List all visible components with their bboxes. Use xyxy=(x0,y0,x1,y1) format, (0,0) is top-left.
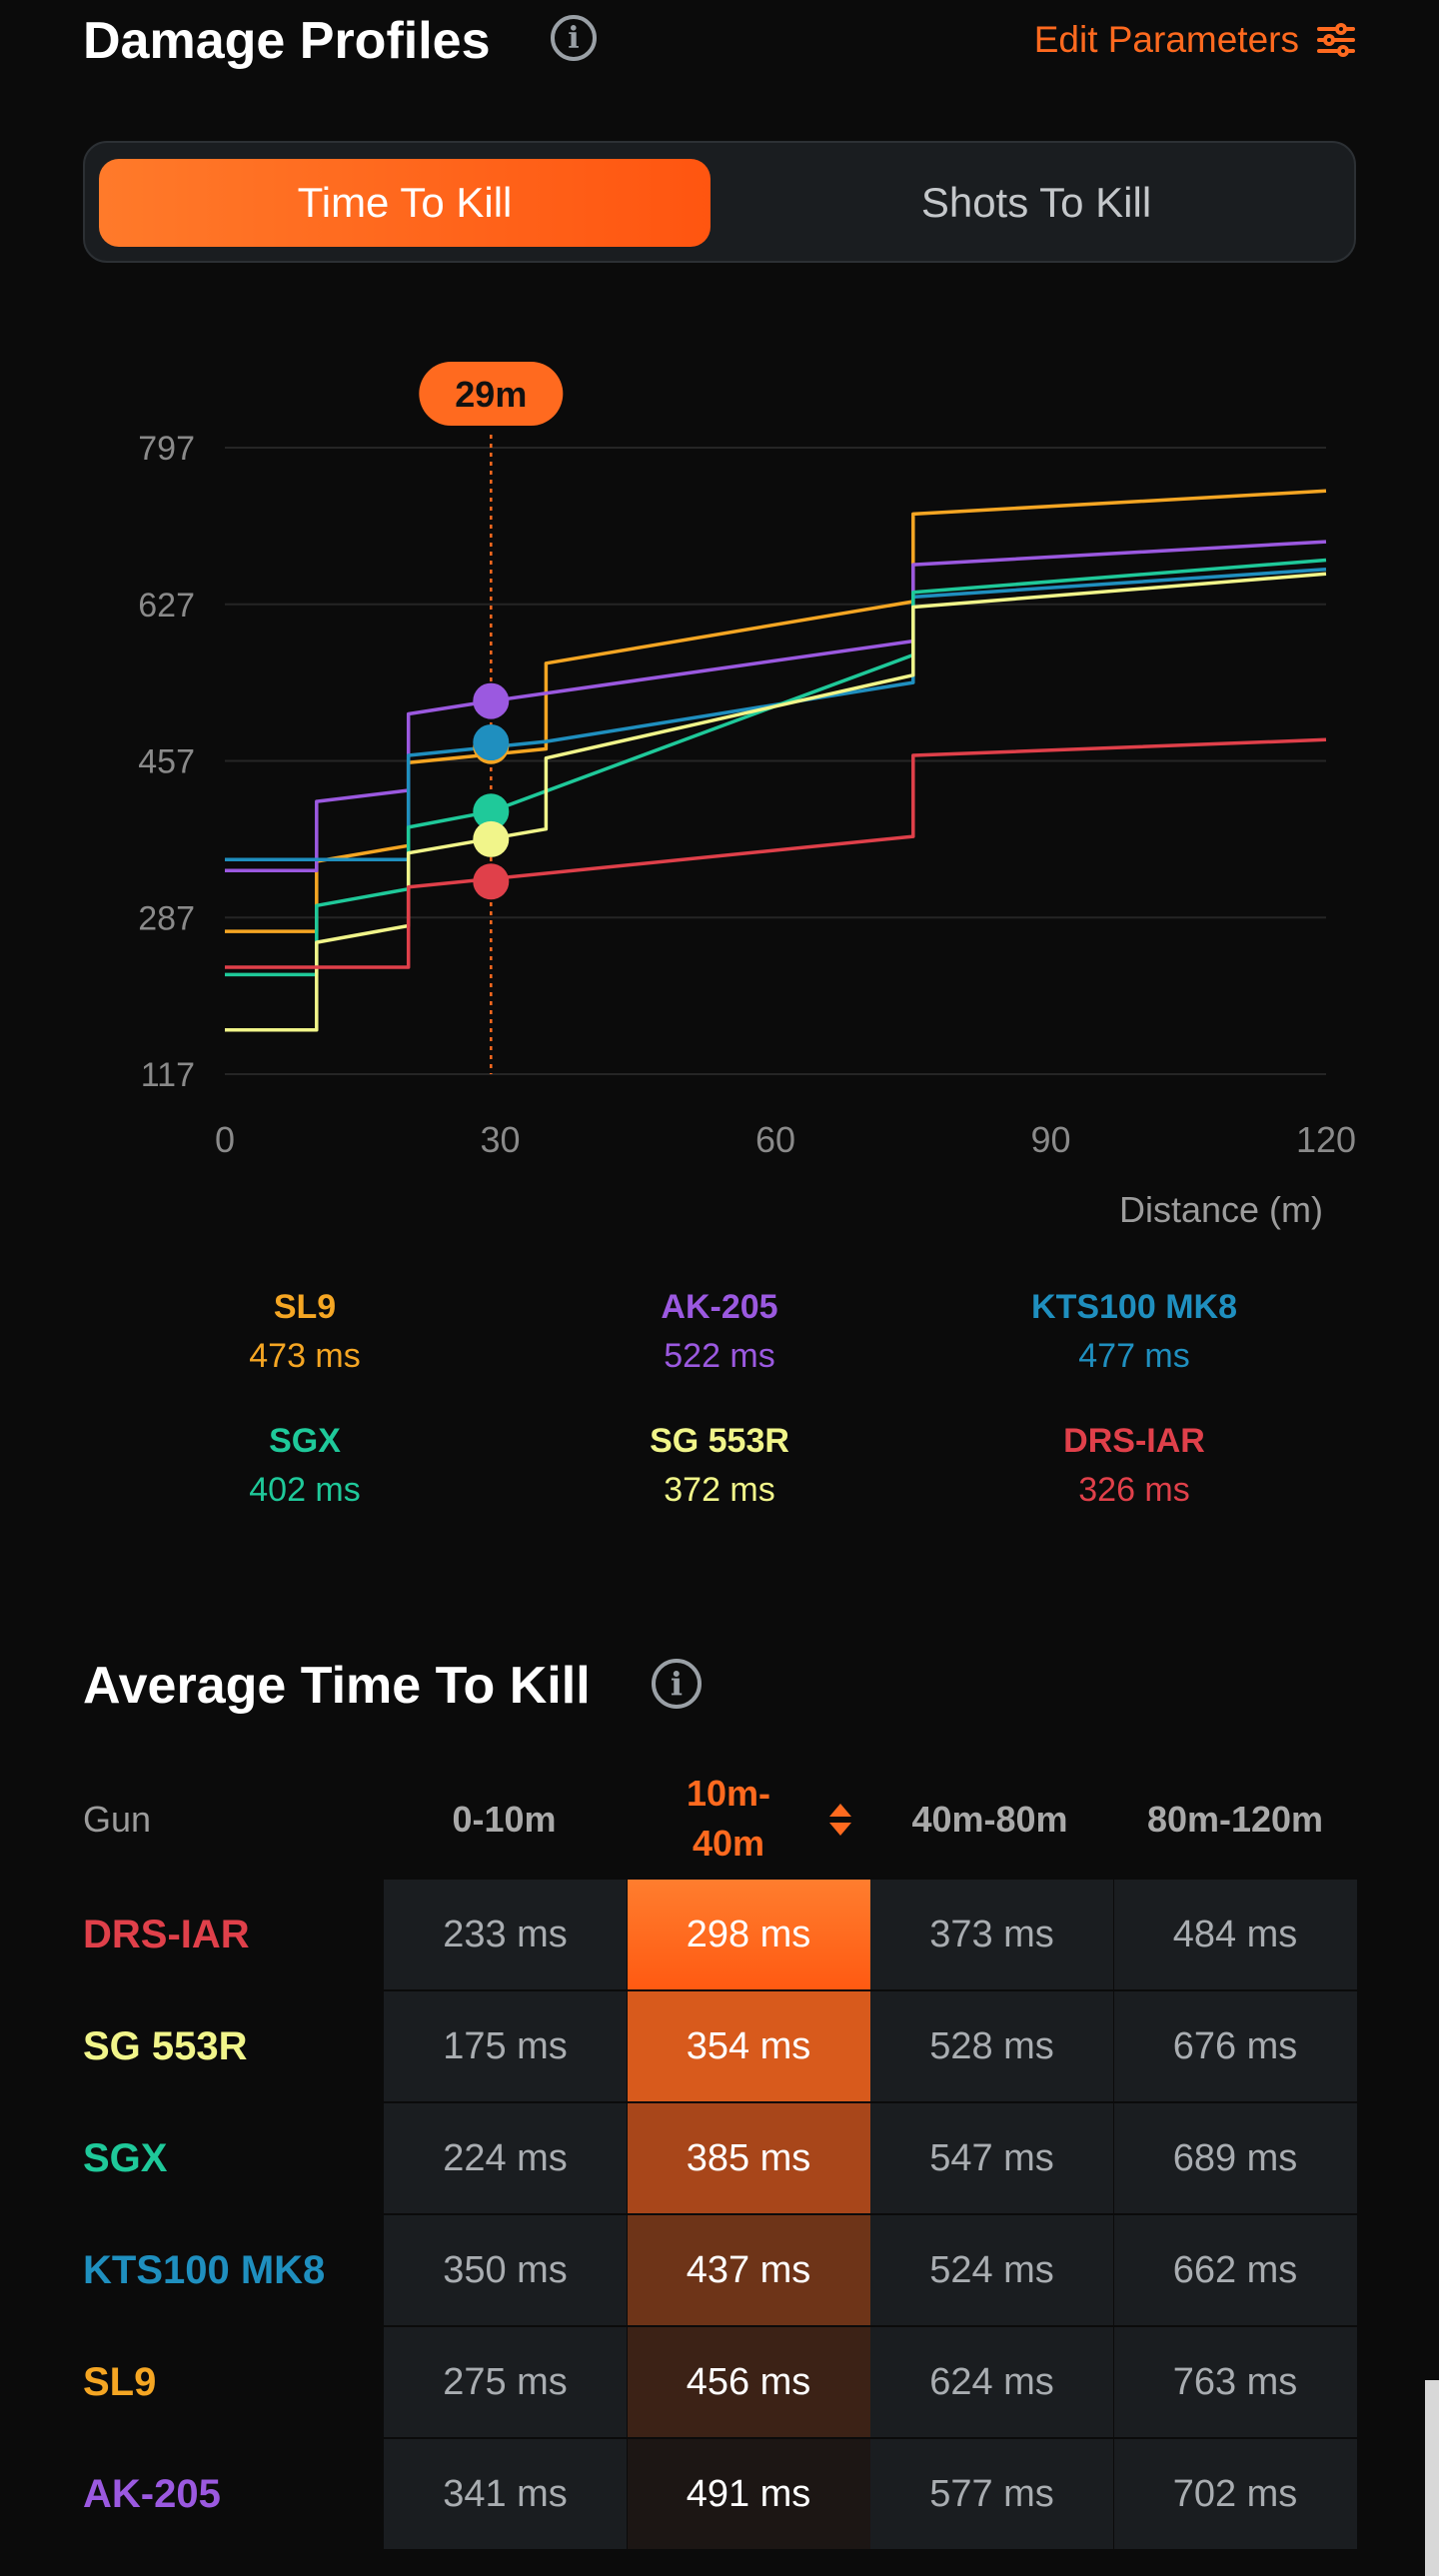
marker-point-sgx xyxy=(473,793,510,830)
scrollbar-thumb[interactable] xyxy=(1425,2380,1439,2576)
legend-item-ak205: AK-205 522 ms xyxy=(520,1284,919,1382)
legend-value: 372 ms xyxy=(664,1471,775,1509)
table-cell: 354 ms xyxy=(627,1991,870,2101)
column-header-0-10m[interactable]: 0-10m xyxy=(452,1799,557,1840)
row-gun-name: AK-205 xyxy=(83,2472,221,2516)
table-cell: 350 ms xyxy=(384,2215,627,2325)
table-cell: 524 ms xyxy=(870,2215,1113,2325)
series-line-sgx xyxy=(225,558,1327,977)
x-tick-label: 120 xyxy=(1296,1119,1356,1160)
y-tick-label: 117 xyxy=(141,1056,195,1094)
legend-name: SG 553R xyxy=(650,1422,789,1460)
table-cell: 484 ms xyxy=(1113,1880,1357,1989)
legend-item-sg553r: SG 553R 372 ms xyxy=(520,1418,919,1516)
column-header-10-40m[interactable]: 10m- 40m xyxy=(626,1769,831,1869)
marker-point-drs-iar xyxy=(473,863,510,900)
legend-value: 402 ms xyxy=(249,1471,361,1509)
table-cell: 577 ms xyxy=(870,2439,1113,2549)
legend-item-sgx: SGX 402 ms xyxy=(105,1418,505,1516)
x-tick-label: 60 xyxy=(755,1119,795,1160)
y-tick-label: 797 xyxy=(138,430,195,468)
series-line-sg-553r xyxy=(225,572,1327,1032)
table-cell: 175 ms xyxy=(384,1991,627,2101)
info-icon[interactable]: i xyxy=(551,15,597,61)
row-gun-name: DRS-IAR xyxy=(83,1913,250,1956)
sliders-icon xyxy=(1317,23,1355,57)
ttk-chart[interactable]: 797 627 457 287 117 0 30 60 90 120 29m xyxy=(0,340,1439,1179)
y-tick-label: 287 xyxy=(138,899,195,937)
series-line-drs-iar xyxy=(225,737,1327,969)
table-cell: 528 ms xyxy=(870,1991,1113,2101)
legend-name: AK-205 xyxy=(661,1288,778,1326)
table-cell: 341 ms xyxy=(384,2439,627,2549)
column-header-40-80m[interactable]: 40m-80m xyxy=(911,1799,1068,1840)
x-tick-label: 30 xyxy=(480,1119,520,1160)
info-icon[interactable]: i xyxy=(652,1659,702,1709)
table-cell: 491 ms xyxy=(627,2439,870,2549)
table-cell: 763 ms xyxy=(1113,2327,1357,2437)
legend-name: SL9 xyxy=(273,1288,337,1326)
legend-value: 477 ms xyxy=(1078,1337,1190,1375)
table-cell: 275 ms xyxy=(384,2327,627,2437)
table-cell: 224 ms xyxy=(384,2103,627,2213)
marker-point-kts100-mk8 xyxy=(473,724,510,761)
y-tick-label: 457 xyxy=(138,743,195,781)
distance-marker-label: 29m xyxy=(455,374,527,415)
table-cell: 662 ms xyxy=(1113,2215,1357,2325)
average-ttk-title: Average Time To Kill xyxy=(83,1657,591,1715)
marker-point-ak-205 xyxy=(473,682,510,719)
legend-name: DRS-IAR xyxy=(1063,1422,1205,1460)
series-line-kts100-mk8 xyxy=(225,567,1327,861)
legend-item-drs-iar: DRS-IAR 326 ms xyxy=(934,1418,1334,1516)
marker-point-sg-553r xyxy=(473,820,510,857)
column-header-gun: Gun xyxy=(83,1799,152,1840)
column-header-80-120m[interactable]: 80m-120m xyxy=(1146,1799,1324,1840)
x-axis-label: Distance (m) xyxy=(1118,1189,1323,1230)
table-cell: 624 ms xyxy=(870,2327,1113,2437)
distance-marker-pill xyxy=(419,362,564,426)
series-line-ak-205 xyxy=(225,540,1327,872)
table-cell: 547 ms xyxy=(870,2103,1113,2213)
legend-name: SGX xyxy=(269,1422,341,1460)
legend-item-sl9: SL9 473 ms xyxy=(105,1284,505,1382)
row-gun-name: SL9 xyxy=(83,2360,157,2404)
table-cell: 233 ms xyxy=(384,1880,627,1989)
legend-item-kts100: KTS100 MK8 477 ms xyxy=(934,1284,1334,1382)
row-gun-name: KTS100 MK8 xyxy=(83,2248,326,2292)
x-tick-label: 0 xyxy=(215,1119,235,1160)
legend-value: 473 ms xyxy=(249,1337,361,1375)
column-header-line: 10m- xyxy=(686,1773,771,1814)
edit-parameters-button[interactable]: Edit Parameters xyxy=(1034,14,1355,66)
info-icon-glyph: i xyxy=(568,20,580,56)
sort-icon[interactable] xyxy=(829,1804,851,1836)
page-title: Damage Profiles xyxy=(83,12,491,70)
row-gun-name: SG 553R xyxy=(83,2024,248,2068)
info-icon-glyph: i xyxy=(670,1665,684,1703)
table-cell: 373 ms xyxy=(870,1880,1113,1989)
tab-shots-to-kill[interactable]: Shots To Kill xyxy=(920,179,1152,226)
tab-time-to-kill[interactable]: Time To Kill xyxy=(99,159,711,247)
x-tick-label: 90 xyxy=(1030,1119,1070,1160)
table-cell: 385 ms xyxy=(627,2103,870,2213)
table-cell: 298 ms xyxy=(627,1880,870,1989)
mode-toggle: Time To Kill Shots To Kill xyxy=(83,141,1356,263)
table-cell: 437 ms xyxy=(627,2215,870,2325)
table-cell: 689 ms xyxy=(1113,2103,1357,2213)
legend-name: KTS100 MK8 xyxy=(1031,1288,1237,1326)
y-tick-label: 627 xyxy=(138,587,195,625)
series-line-sl9 xyxy=(225,489,1327,933)
table-cell: 456 ms xyxy=(627,2327,870,2437)
legend-value: 522 ms xyxy=(664,1337,775,1375)
row-gun-name: SGX xyxy=(83,2136,168,2180)
column-header-line: 40m xyxy=(692,1823,765,1864)
edit-parameters-label: Edit Parameters xyxy=(1033,19,1299,60)
table-cell: 676 ms xyxy=(1113,1991,1357,2101)
legend-value: 326 ms xyxy=(1078,1471,1190,1509)
table-header: Gun 0-10m 10m- 40m 40m-80m 80m-120m xyxy=(0,1769,1439,1869)
table-cell: 702 ms xyxy=(1113,2439,1357,2549)
